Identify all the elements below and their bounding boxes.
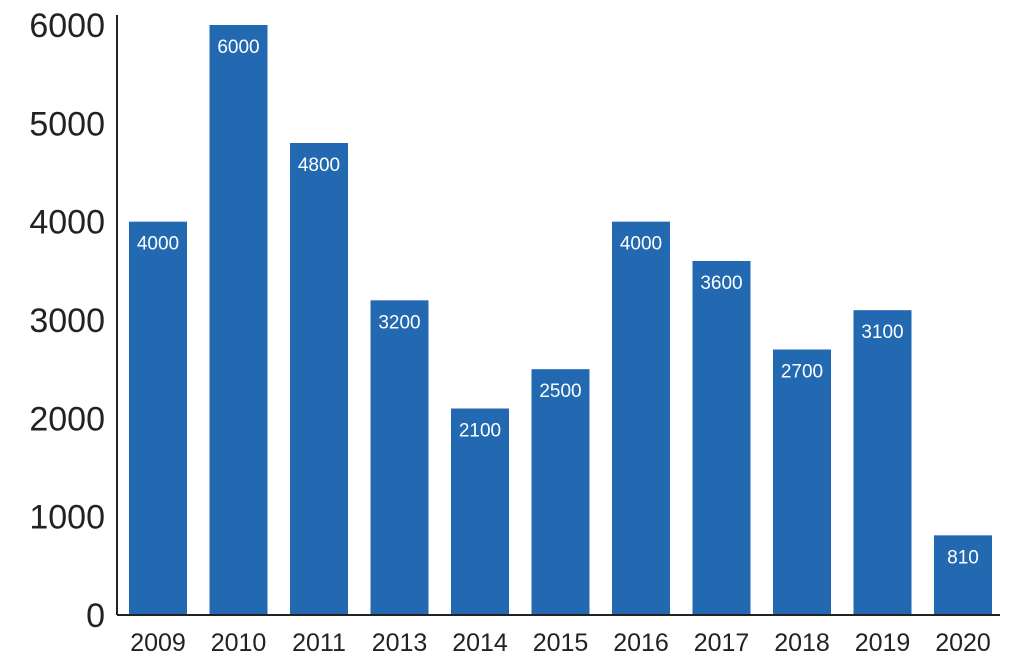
data-labels: 4000 6000 4800 3200 2100 2500 4000 3600 2700 3100… xyxy=(137,37,979,568)
bars xyxy=(129,25,992,615)
bar xyxy=(129,221,187,615)
y-axis-ticks: 0 1000 2000 3000 4000 5000 6000 xyxy=(29,7,105,635)
bar xyxy=(853,310,912,615)
bar-value-label: 2500 xyxy=(539,381,581,402)
bar xyxy=(370,300,429,615)
y-tick-label: 6000 xyxy=(29,7,105,45)
bar xyxy=(612,221,670,615)
bar-value-label: 6000 xyxy=(217,37,259,58)
bar-value-label: 2100 xyxy=(459,421,501,442)
bar xyxy=(692,261,751,615)
x-tick-label: 2010 xyxy=(211,629,267,657)
x-tick-label: 2019 xyxy=(855,629,911,657)
y-tick-label: 0 xyxy=(86,597,105,635)
bar xyxy=(451,408,509,615)
x-tick-label: 2009 xyxy=(130,629,186,657)
bar-value-label: 4000 xyxy=(137,234,179,255)
y-tick-label: 2000 xyxy=(29,400,105,438)
bar-value-label: 3200 xyxy=(378,312,420,333)
bar-value-label: 4000 xyxy=(620,234,662,255)
bar xyxy=(209,25,268,615)
x-tick-label: 2015 xyxy=(533,629,589,657)
bar-value-label: 4800 xyxy=(298,155,340,176)
bar-value-label: 2700 xyxy=(781,362,823,383)
x-tick-label: 2014 xyxy=(452,629,508,657)
bar xyxy=(290,143,348,615)
bar xyxy=(773,349,831,615)
bar xyxy=(934,535,992,615)
x-tick-label: 2016 xyxy=(613,629,669,657)
y-tick-label: 3000 xyxy=(29,302,105,340)
y-tick-label: 4000 xyxy=(29,204,105,242)
x-tick-label: 2013 xyxy=(372,629,428,657)
x-tick-label: 2018 xyxy=(774,629,830,657)
y-tick-label: 5000 xyxy=(29,105,105,143)
bar-value-label: 810 xyxy=(947,547,979,568)
bar xyxy=(531,369,590,615)
x-tick-label: 2020 xyxy=(935,629,991,657)
x-tick-label: 2011 xyxy=(292,629,346,657)
bar-value-label: 3600 xyxy=(700,273,742,294)
x-axis-ticks: 2009 2010 2011 2013 2014 2015 2016 2017 2018 2019… xyxy=(130,629,991,657)
y-tick-label: 1000 xyxy=(29,499,105,537)
x-tick-label: 2017 xyxy=(694,629,750,657)
bar-value-label: 3100 xyxy=(861,322,903,343)
